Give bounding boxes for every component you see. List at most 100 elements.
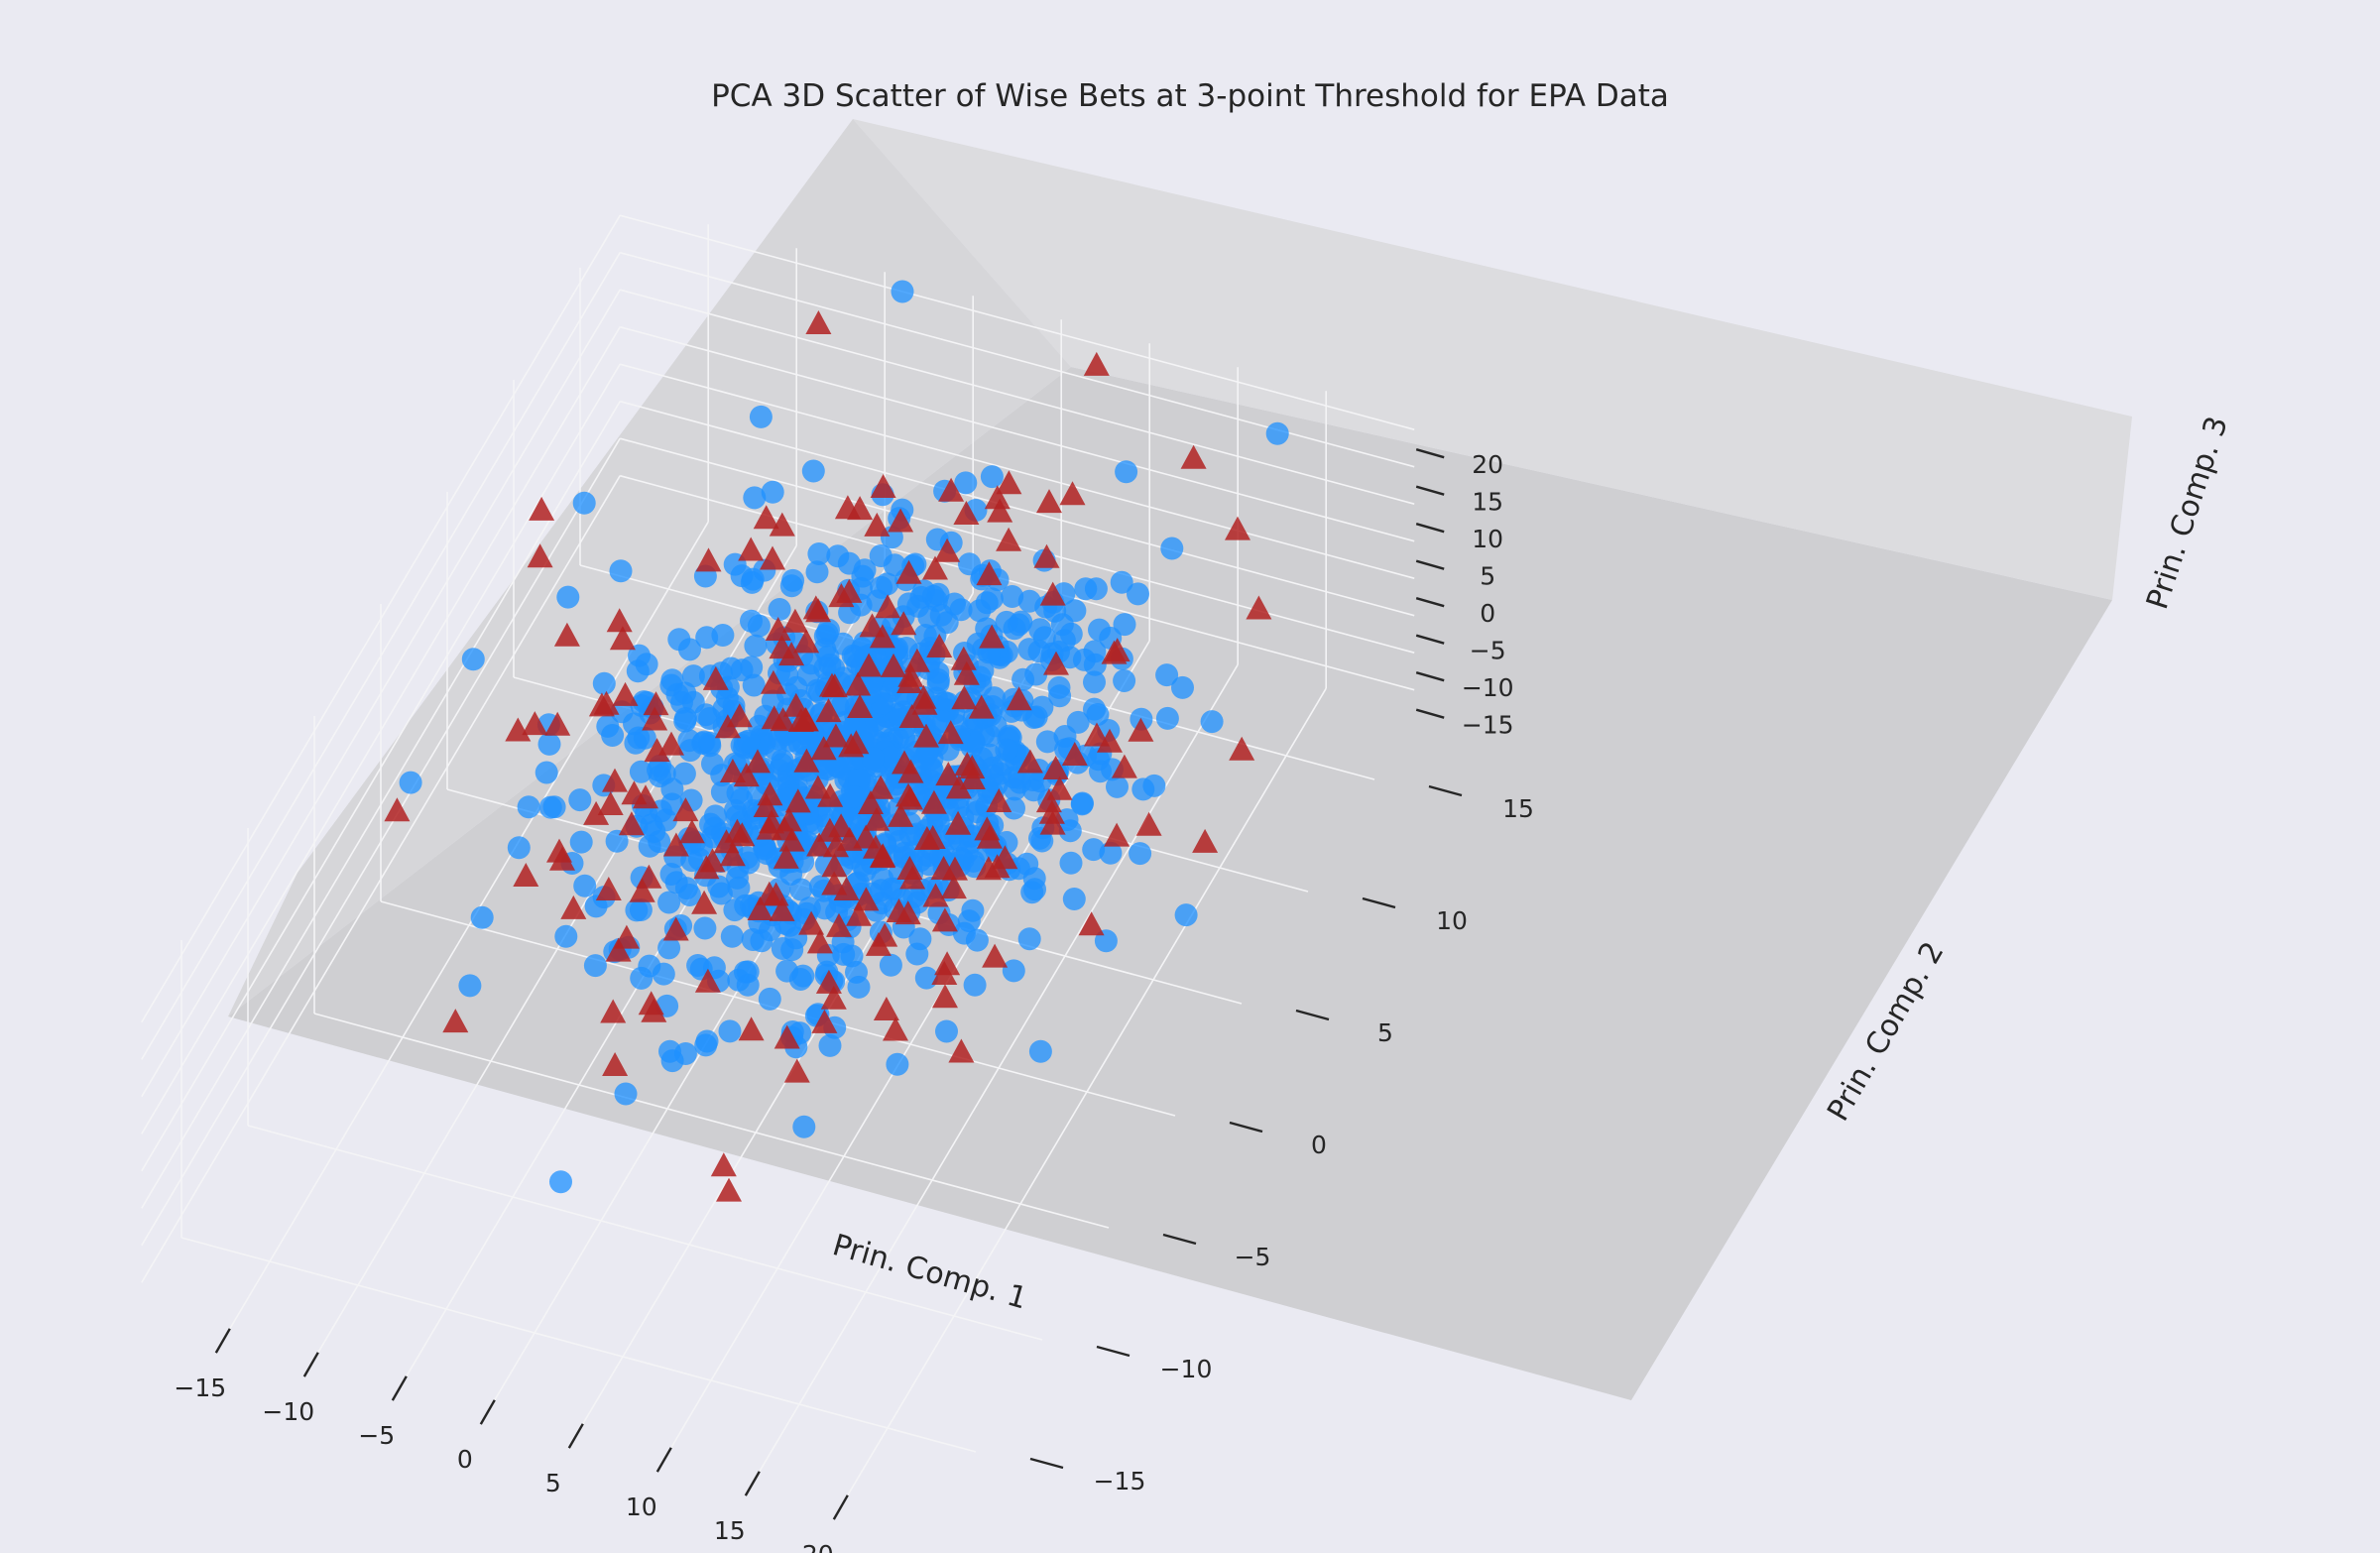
- data-point-triangle: [1128, 717, 1154, 742]
- data-point-circle: [925, 528, 949, 551]
- data-point-triangle: [606, 608, 633, 633]
- data-point-triangle: [1135, 811, 1162, 836]
- data-point-triangle: [846, 901, 872, 926]
- data-point-triangle: [600, 999, 627, 1023]
- data-point-triangle: [817, 782, 844, 807]
- data-point-triangle: [836, 826, 863, 851]
- x-tick-label: −15: [174, 1374, 226, 1402]
- data-point-circle: [657, 891, 681, 914]
- data-point-triangle: [1083, 351, 1110, 376]
- y-tick-label: 5: [1377, 1018, 1393, 1047]
- data-point-triangle: [1038, 799, 1065, 824]
- data-point-triangle: [1046, 776, 1073, 800]
- data-point-circle: [741, 928, 765, 951]
- data-point-circle: [805, 560, 829, 584]
- data-point-triangle: [911, 690, 938, 715]
- data-point-circle: [1086, 703, 1110, 726]
- data-point-triangle: [811, 1009, 838, 1033]
- data-point-triangle: [802, 595, 829, 620]
- data-point-triangle: [968, 694, 995, 719]
- grid-lines: [141, 214, 1415, 1496]
- data-point-triangle: [810, 736, 837, 761]
- data-point-triangle: [996, 527, 1022, 551]
- data-point-circle: [892, 725, 915, 749]
- data-point-triangle: [761, 705, 787, 730]
- data-point-triangle: [896, 856, 923, 880]
- data-point-circle: [807, 542, 831, 565]
- grid-line-y-floor: [180, 1237, 977, 1453]
- data-point-circle: [1113, 669, 1136, 692]
- z-tick-label: −10: [1462, 673, 1514, 702]
- data-point-circle: [517, 795, 540, 819]
- data-point-triangle: [693, 855, 720, 880]
- data-point-triangle: [979, 624, 1006, 649]
- data-point-triangle: [948, 1038, 975, 1063]
- data-point-circle: [995, 610, 1018, 634]
- data-point-circle: [659, 863, 683, 886]
- data-point-triangle: [1061, 742, 1088, 766]
- data-point-triangle: [1035, 788, 1062, 813]
- data-point-circle: [538, 795, 562, 819]
- data-point-circle: [686, 954, 710, 977]
- data-point-triangle: [787, 708, 814, 732]
- grid-line-y-floor: [313, 1013, 1110, 1229]
- data-point-triangle: [793, 748, 820, 773]
- chart-title: PCA 3D Scatter of Wise Bets at 3-point T…: [711, 78, 1669, 114]
- data-point-circle: [1053, 725, 1077, 748]
- data-point-circle: [1017, 927, 1041, 951]
- data-point-circle: [1087, 748, 1110, 772]
- data-point-circle: [954, 471, 978, 495]
- y-tick-label: 10: [1436, 906, 1468, 935]
- data-point-triangle: [976, 561, 1003, 586]
- data-point-circle: [813, 657, 837, 680]
- data-point-triangle: [935, 762, 962, 786]
- y-tick-label: 0: [1311, 1131, 1327, 1159]
- data-point-circle: [743, 486, 767, 510]
- data-point-circle: [1200, 710, 1224, 734]
- data-point-circle: [891, 280, 914, 303]
- z-axis-label: Prin. Comp. 3: [2140, 413, 2235, 614]
- data-point-triangle: [932, 984, 958, 1009]
- data-point-triangle: [864, 806, 890, 831]
- data-point-circle: [784, 675, 808, 699]
- left-pane: [228, 119, 1071, 1016]
- grid-line-z-side: [141, 437, 621, 1247]
- data-point-triangle: [805, 310, 832, 334]
- data-point-circle: [742, 673, 766, 697]
- data-point-triangle: [931, 961, 958, 985]
- data-point-triangle: [823, 833, 849, 858]
- data-point-circle: [792, 1115, 816, 1138]
- data-point-circle: [896, 592, 920, 616]
- data-point-triangle: [897, 785, 923, 810]
- data-point-circle: [609, 559, 633, 583]
- data-point-triangle: [847, 496, 874, 521]
- y-axis-ticks: −15 −10 −5 0 5 10 15: [1029, 784, 1534, 1495]
- data-point-circle: [672, 762, 696, 785]
- grid-line-z-side: [141, 401, 621, 1209]
- data-point-triangle: [984, 485, 1011, 510]
- data-point-triangle: [953, 501, 980, 525]
- data-point-circle: [952, 921, 976, 945]
- data-point-triangle: [858, 790, 884, 814]
- data-point-circle: [554, 924, 578, 948]
- x-tick-mark: [655, 1447, 672, 1473]
- x-tick-mark: [479, 1399, 496, 1425]
- grid-line-z-back: [619, 325, 1415, 542]
- data-point-circle: [1003, 796, 1025, 820]
- data-point-circle: [1024, 662, 1048, 686]
- data-point-circle: [737, 729, 761, 753]
- data-point-triangle: [826, 912, 852, 937]
- data-point-triangle: [864, 512, 891, 537]
- data-point-triangle: [982, 943, 1009, 968]
- data-point-triangle: [544, 711, 571, 736]
- data-point-triangle: [847, 694, 874, 718]
- data-point-circle: [1035, 730, 1059, 754]
- data-point-triangle: [1111, 754, 1137, 778]
- grid-line-z-side: [141, 252, 621, 1060]
- data-point-circle: [1174, 903, 1198, 927]
- data-point-triangle: [726, 703, 753, 728]
- z-tick-label: −15: [1462, 711, 1514, 740]
- grid-line-z-back: [619, 214, 1415, 430]
- data-point-triangle: [951, 685, 978, 710]
- data-point-triangle: [757, 781, 783, 806]
